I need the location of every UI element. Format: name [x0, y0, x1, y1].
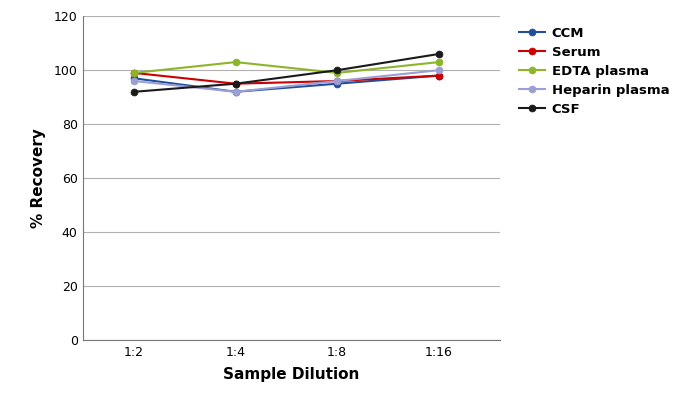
CCM — [130, 76, 138, 81]
CCM — [333, 81, 341, 86]
Serum — [130, 70, 138, 75]
CSF — [333, 68, 341, 72]
CSF — [232, 81, 240, 86]
Line: CSF: CSF — [130, 51, 442, 95]
Heparin plasma — [434, 68, 443, 72]
Serum — [434, 73, 443, 78]
Serum — [333, 79, 341, 83]
Line: Serum: Serum — [130, 69, 442, 87]
Serum — [232, 81, 240, 86]
EDTA plasma — [434, 60, 443, 64]
CCM — [232, 90, 240, 94]
Line: EDTA plasma: EDTA plasma — [130, 59, 442, 77]
EDTA plasma — [333, 70, 341, 75]
Y-axis label: % Recovery: % Recovery — [31, 128, 46, 228]
EDTA plasma — [232, 60, 240, 64]
CCM — [434, 73, 443, 78]
X-axis label: Sample Dilution: Sample Dilution — [223, 367, 359, 382]
CSF — [434, 51, 443, 56]
CSF — [130, 90, 138, 94]
Heparin plasma — [130, 79, 138, 83]
Heparin plasma — [333, 79, 341, 83]
Heparin plasma — [232, 90, 240, 94]
Line: CCM: CCM — [130, 72, 442, 95]
EDTA plasma — [130, 70, 138, 75]
Legend: CCM, Serum, EDTA plasma, Heparin plasma, CSF: CCM, Serum, EDTA plasma, Heparin plasma,… — [515, 23, 673, 119]
Line: Heparin plasma: Heparin plasma — [130, 67, 442, 95]
